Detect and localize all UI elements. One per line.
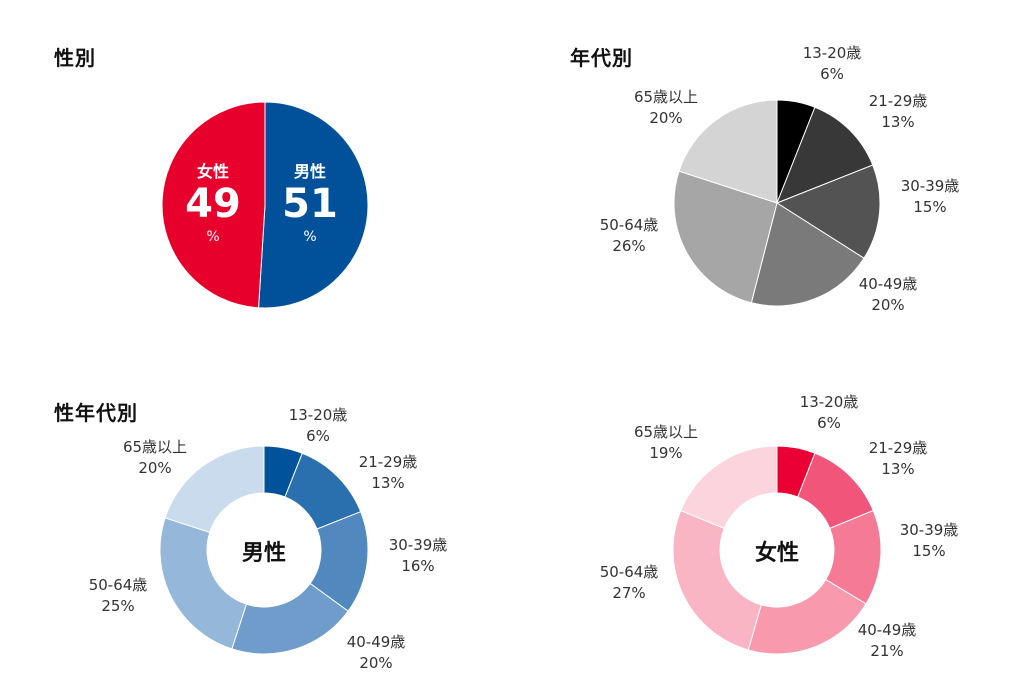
age-label-30-39: 30-39歳 15% [901,176,960,218]
label-name: 40-49歳 [346,633,406,651]
male-label: 男性 [293,162,327,181]
label-pct: 19% [649,444,683,462]
label-name: 21-29歳 [358,453,418,471]
female-age-donut [672,445,882,655]
age-pie [673,99,881,307]
label-pct: 20% [871,296,905,314]
female-label-21-29: 21-29歳 13% [869,438,928,480]
label-pct: 6% [820,65,844,83]
label-pct: 25% [101,597,135,615]
label-name: 21-29歳 [868,439,928,457]
male-label-21-29: 21-29歳 13% [359,452,418,494]
male-label-40-49: 40-49歳 20% [347,632,406,674]
female-label-13-20: 13-20歳 6% [800,392,859,434]
pie-slice [159,517,248,650]
female-unit: % [206,229,220,245]
pie-slice [161,101,266,309]
label-name: 30-39歳 [900,177,960,195]
label-name: 40-49歳 [858,275,918,293]
pie-slice [776,106,874,204]
label-name: 65歳以上 [633,423,699,441]
label-name: 13-20歳 [288,406,348,424]
label-pct: 21% [870,642,904,660]
age-label-13-20: 13-20歳 6% [803,43,862,85]
female-label-50-64: 50-64歳 27% [600,562,659,604]
label-pct: 27% [612,584,646,602]
label-pct: 20% [138,459,172,477]
male-share-label: 男性 51 % [282,162,338,248]
label-pct: 13% [881,460,915,478]
label-name: 30-39歳 [388,536,448,554]
pie-slice [678,99,778,204]
label-name: 65歳以上 [633,88,699,106]
female-label-65plus: 65歳以上 19% [634,422,698,464]
label-name: 50-64歳 [88,576,148,594]
label-name: 21-29歳 [868,92,928,110]
pie-slice [673,170,778,304]
female-label-40-49: 40-49歳 21% [858,620,917,662]
age-label-40-49: 40-49歳 20% [859,274,918,316]
label-name: 50-64歳 [599,216,659,234]
age-label-50-64: 50-64歳 26% [600,215,659,257]
label-pct: 20% [649,109,683,127]
label-pct: 6% [817,414,841,432]
label-pct: 26% [612,237,646,255]
pie-slice [680,445,778,530]
male-age-donut [159,445,369,655]
female-label-30-39: 30-39歳 15% [900,520,959,562]
gender-pie [161,101,369,309]
label-pct: 20% [359,654,393,672]
label-name: 13-20歳 [802,44,862,62]
pie-slice [775,164,881,259]
label-name: 50-64歳 [599,563,659,581]
male-label-13-20: 13-20歳 6% [289,405,348,447]
male-label-30-39: 30-39歳 16% [389,535,448,577]
male-label-65plus: 65歳以上 20% [123,437,187,479]
pie-slice [750,202,865,307]
female-label: 女性 [196,162,230,181]
label-name: 13-20歳 [799,393,859,411]
gender-title: 性別 [54,46,96,70]
female-share-label: 女性 49 % [185,162,241,248]
pie-slice [258,101,369,309]
label-pct: 13% [881,113,915,131]
label-name: 40-49歳 [857,621,917,639]
pie-slice [672,509,762,651]
pie-slice [164,445,265,534]
label-name: 30-39歳 [899,521,959,539]
label-pct: 6% [306,427,330,445]
age-title: 年代別 [570,46,633,70]
age-label-65plus: 65歳以上 20% [634,87,698,129]
male-value: 51 [282,181,338,227]
label-pct: 16% [401,557,435,575]
male-label-50-64: 50-64歳 25% [89,575,148,617]
label-pct: 13% [371,474,405,492]
age-label-21-29: 21-29歳 13% [869,91,928,133]
label-name: 65歳以上 [122,438,188,456]
female-value: 49 [185,181,241,227]
female-donut-center-label: 女性 [754,541,800,566]
male-unit: % [303,229,317,245]
label-pct: 15% [912,542,946,560]
gender-age-title: 性年代別 [54,401,138,425]
male-donut-center-label: 男性 [241,541,287,566]
label-pct: 15% [913,198,947,216]
